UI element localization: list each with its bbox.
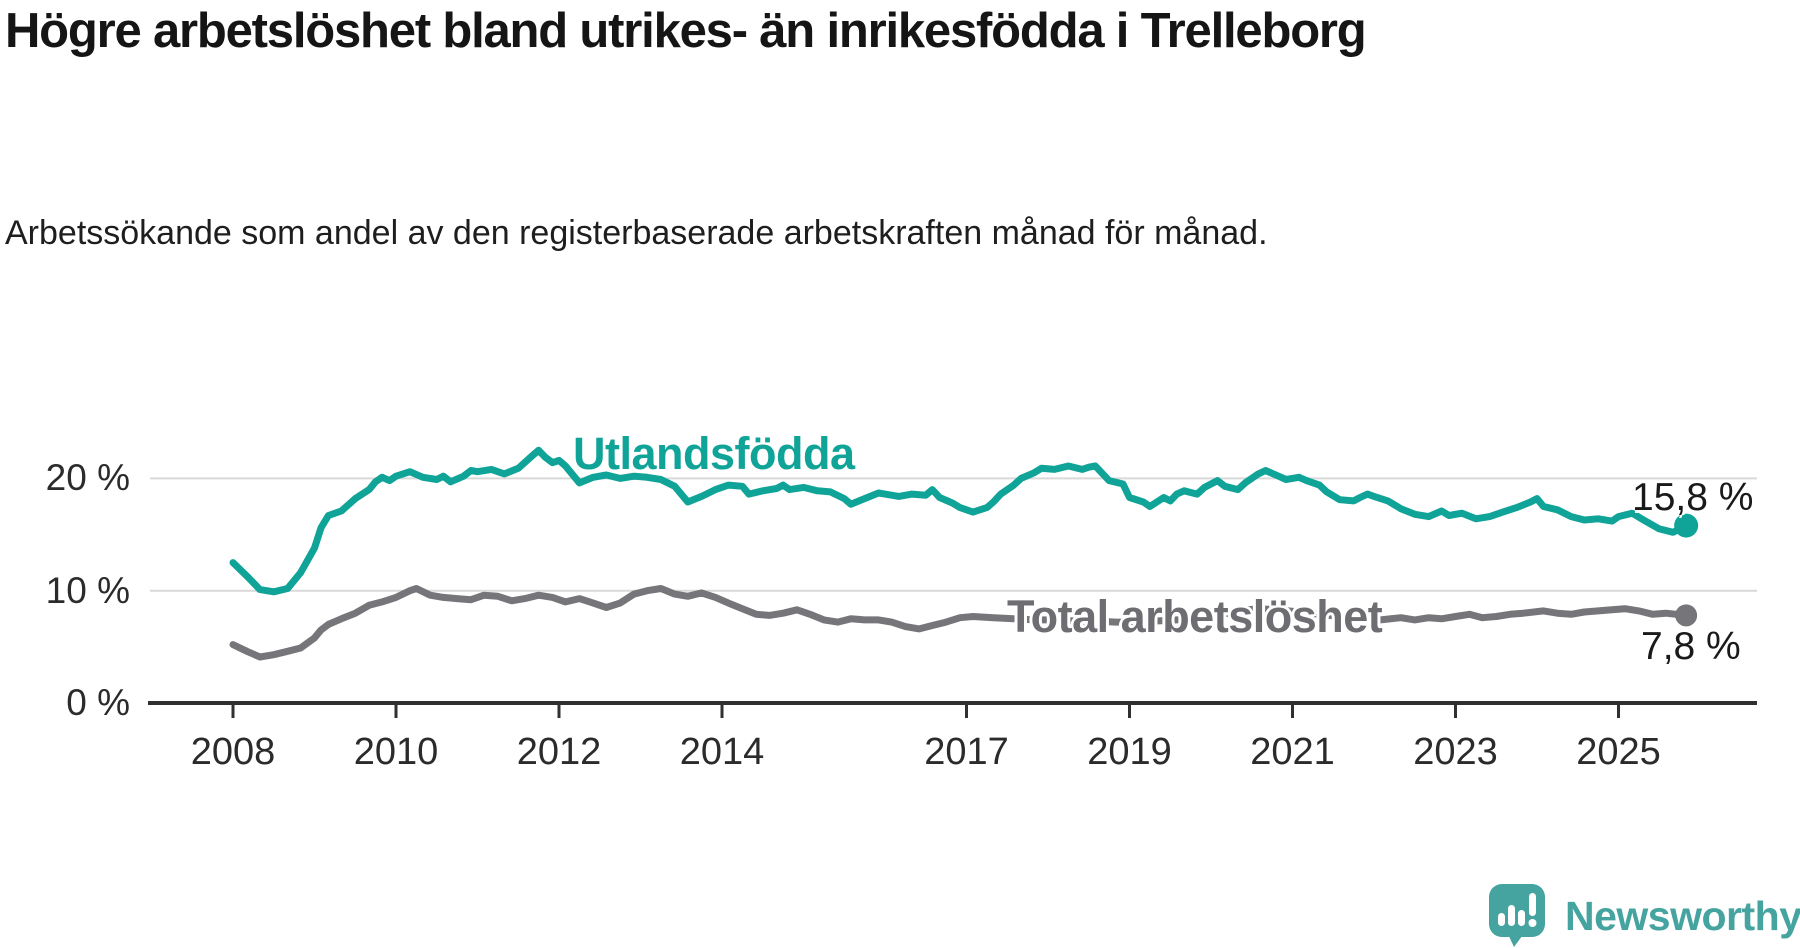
y-tick-label-20: 20 %	[45, 457, 130, 499]
x-tick-label-2021: 2021	[1250, 731, 1335, 773]
x-tick-label-2012: 2012	[516, 731, 602, 773]
x-tick-label-2019: 2019	[1087, 731, 1172, 773]
y-tick-label-10: 10 %	[45, 569, 130, 611]
series-end-dot-utlandsfodda	[1674, 513, 1699, 538]
x-tick-label-2008: 2008	[190, 731, 276, 773]
series-label-utlandsfodda: Utlandsfödda	[573, 428, 855, 479]
page-title: Högre arbetslöshet bland utrikes- än inr…	[5, 4, 1367, 58]
x-tick-label-2023: 2023	[1413, 731, 1498, 773]
series-label-total-arbetsloshet: Total arbetslöshet	[1007, 591, 1383, 642]
series-line-total	[229, 585, 1690, 661]
end-value-label-total: 7,8 %	[1641, 625, 1741, 668]
chart-subtitle: Arbetssökande som andel av den registerb…	[5, 214, 1268, 252]
series-end-dot-total	[1675, 604, 1698, 627]
end-value-label-utlandsfodda: 15,8 %	[1632, 476, 1754, 519]
y-tick-label-0: 0 %	[66, 682, 130, 723]
x-tick-label-2014: 2014	[679, 731, 765, 773]
x-tick-label-2010: 2010	[353, 731, 439, 773]
newsworthy-logo-icon	[1489, 884, 1545, 947]
x-tick-label-2025: 2025	[1576, 731, 1661, 773]
series-line-utlandsfodda	[229, 446, 1690, 596]
newsworthy-logo-text: Newsworthy	[1565, 892, 1800, 939]
x-tick-label-2017: 2017	[924, 731, 1009, 773]
newsworthy-logo: Newsworthy	[1487, 882, 1800, 948]
